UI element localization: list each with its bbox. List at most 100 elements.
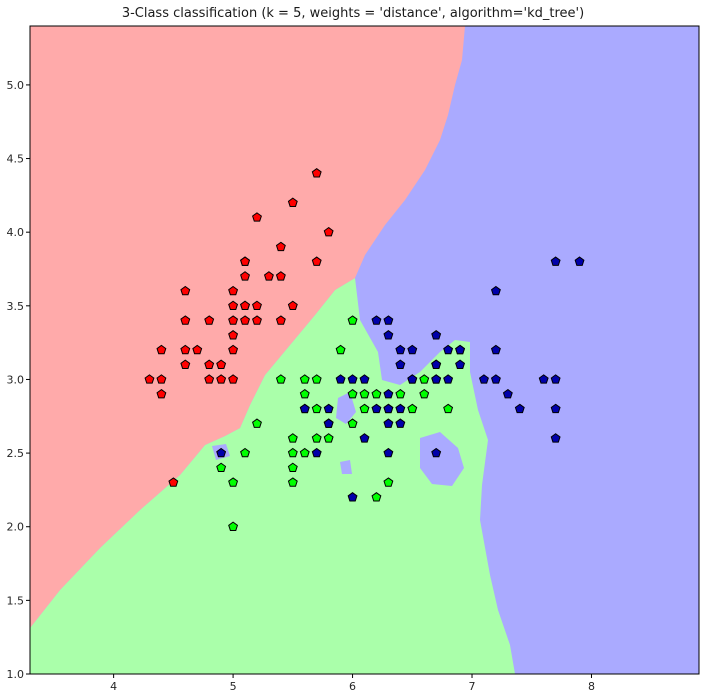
data-point-class-2 <box>311 374 322 384</box>
data-point-class-1 <box>228 344 239 355</box>
data-point-class-3 <box>502 388 513 399</box>
y-tick-label: 2.5 <box>7 447 25 460</box>
plot-frame <box>29 25 700 675</box>
x-tick-label: 5 <box>230 680 237 693</box>
data-point-class-3 <box>538 374 549 384</box>
data-point-class-2 <box>299 374 310 384</box>
data-point-class-2 <box>371 492 382 502</box>
region-green <box>30 278 515 674</box>
data-point-class-3 <box>323 418 334 428</box>
data-point-class-1 <box>275 241 286 252</box>
data-point-class-3 <box>407 344 418 355</box>
data-point-class-1 <box>180 359 191 369</box>
y-axis: 1.0 1.5 2.0 2.5 3.0 3.5 4.0 4.5 5.0 <box>7 79 30 681</box>
data-point-class-3 <box>455 344 466 355</box>
data-point-class-1 <box>252 300 262 311</box>
x-tick-label: 8 <box>588 680 595 693</box>
data-point-class-1 <box>228 285 239 296</box>
data-point-class-2 <box>359 403 370 414</box>
data-point-class-2 <box>299 388 310 399</box>
data-point-class-2 <box>347 315 358 325</box>
data-points <box>144 168 585 531</box>
data-point-class-2 <box>419 388 430 399</box>
data-point-class-3 <box>359 374 370 384</box>
y-tick-label: 4.0 <box>7 226 25 239</box>
data-point-class-3 <box>335 374 346 384</box>
data-point-class-2 <box>383 477 394 487</box>
data-point-class-1 <box>168 477 179 487</box>
data-point-class-3 <box>490 285 501 296</box>
data-point-class-1 <box>216 374 227 384</box>
data-point-class-1 <box>192 344 203 355</box>
data-point-class-3 <box>383 403 394 414</box>
decision-regions <box>30 26 699 674</box>
data-point-class-1 <box>228 374 239 384</box>
data-point-class-2 <box>443 403 454 414</box>
data-point-class-1 <box>240 256 250 266</box>
data-point-class-1 <box>228 330 239 340</box>
data-point-class-2 <box>395 388 406 399</box>
y-tick-label: 4.5 <box>7 153 25 166</box>
data-point-class-3 <box>395 418 406 428</box>
data-point-class-2 <box>252 418 262 428</box>
data-point-class-2 <box>419 374 430 384</box>
data-point-class-1 <box>275 271 286 281</box>
data-point-class-3 <box>431 330 442 340</box>
data-point-class-1 <box>228 300 239 311</box>
data-point-class-3 <box>359 433 370 443</box>
y-tick-label: 3.0 <box>7 373 25 386</box>
x-tick-label: 4 <box>110 680 117 693</box>
x-tick-label: 6 <box>349 680 356 693</box>
data-point-class-1 <box>216 359 227 369</box>
data-point-class-3 <box>431 374 442 384</box>
data-point-class-1 <box>180 344 191 355</box>
data-point-class-1 <box>311 168 322 178</box>
chart-title: 3-Class classification (k = 5, weights =… <box>122 6 584 21</box>
data-point-class-3 <box>395 359 406 369</box>
data-point-class-1 <box>204 374 215 384</box>
data-point-class-1 <box>156 344 167 355</box>
data-point-class-3 <box>371 403 382 414</box>
data-point-class-1 <box>156 388 167 399</box>
data-point-class-2 <box>311 403 322 414</box>
data-point-class-2 <box>287 447 298 458</box>
y-tick-label: 3.5 <box>7 300 25 313</box>
data-point-class-1 <box>144 374 155 384</box>
y-tick-label: 2.0 <box>7 521 25 534</box>
data-point-class-3 <box>431 447 442 458</box>
data-point-class-3 <box>550 374 561 384</box>
data-point-class-1 <box>180 315 191 325</box>
data-point-class-1 <box>323 226 334 237</box>
data-point-class-2 <box>347 388 358 399</box>
data-point-class-3 <box>574 256 585 266</box>
y-tick-label: 1.5 <box>7 594 25 607</box>
data-point-class-1 <box>240 300 250 311</box>
data-point-class-1 <box>180 285 191 296</box>
data-point-class-1 <box>228 315 239 325</box>
x-axis: 4 5 6 7 8 <box>110 674 595 693</box>
y-tick-label: 5.0 <box>7 79 25 92</box>
data-point-class-3 <box>490 374 501 384</box>
data-point-class-2 <box>311 433 322 443</box>
data-point-class-2 <box>347 418 358 428</box>
data-point-class-3 <box>443 344 454 355</box>
region-red <box>30 26 465 628</box>
data-point-class-1 <box>240 271 250 281</box>
data-point-class-1 <box>252 212 262 222</box>
data-point-class-2 <box>240 447 250 458</box>
data-point-class-1 <box>287 300 298 311</box>
data-point-class-3 <box>443 374 454 384</box>
data-point-class-2 <box>371 388 382 399</box>
data-point-class-1 <box>156 374 167 384</box>
data-point-class-3 <box>383 388 394 399</box>
data-point-class-3 <box>550 256 561 266</box>
data-point-class-3 <box>395 344 406 355</box>
data-point-class-2 <box>407 403 418 414</box>
data-point-class-1 <box>263 271 274 281</box>
x-tick-label: 7 <box>469 680 476 693</box>
data-point-class-2 <box>299 447 310 458</box>
data-point-class-1 <box>287 197 298 207</box>
data-point-class-3 <box>479 374 489 384</box>
data-point-class-3 <box>490 344 501 355</box>
